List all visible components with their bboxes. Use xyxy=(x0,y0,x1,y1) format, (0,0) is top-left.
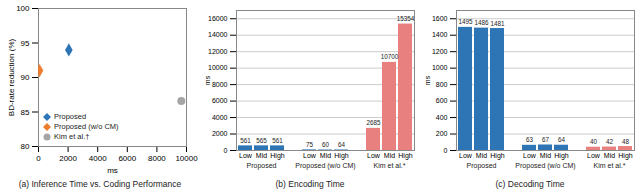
svg-text:2000: 2000 xyxy=(212,130,228,137)
svg-text:600: 600 xyxy=(436,97,448,104)
svg-text:Proposed: Proposed xyxy=(467,162,497,170)
html-text:Kim et al.†: Kim et al.† xyxy=(54,132,90,141)
svg-text:High: High xyxy=(398,152,413,160)
svg-text:High: High xyxy=(490,152,505,160)
svg-text:ms: ms xyxy=(204,75,211,85)
svg-text:1200: 1200 xyxy=(432,48,448,55)
svg-text:Kim et al.*: Kim et al.* xyxy=(374,162,406,169)
svg-text:Low: Low xyxy=(303,152,317,159)
svg-text:63: 63 xyxy=(526,136,534,143)
svg-text:80: 80 xyxy=(21,142,30,151)
svg-text:High: High xyxy=(334,152,349,160)
svg-text:6000: 6000 xyxy=(118,154,136,163)
svg-text:Mid: Mid xyxy=(604,152,615,159)
svg-text:2685: 2685 xyxy=(366,119,381,126)
svg-text:Proposed (w/o CM): Proposed (w/o CM) xyxy=(295,162,355,170)
svg-text:Mid: Mid xyxy=(256,152,267,159)
html-text:(b) Encoding Time: (b) Encoding Time xyxy=(275,179,345,189)
svg-text:15354: 15354 xyxy=(397,15,415,22)
svg-text:64: 64 xyxy=(558,136,566,143)
html-text:Proposed: Proposed xyxy=(54,112,87,121)
svg-text:8000: 8000 xyxy=(148,154,166,163)
svg-text:0: 0 xyxy=(444,147,448,154)
svg-text:8000: 8000 xyxy=(212,81,228,88)
svg-text:1486: 1486 xyxy=(474,19,489,26)
svg-text:64: 64 xyxy=(338,141,346,148)
svg-text:561: 561 xyxy=(272,137,283,144)
svg-text:4000: 4000 xyxy=(212,114,228,121)
svg-text:ms: ms xyxy=(424,75,431,85)
svg-text:42: 42 xyxy=(606,138,614,145)
svg-text:40: 40 xyxy=(590,138,598,145)
svg-text:565: 565 xyxy=(256,137,267,144)
svg-text:Low: Low xyxy=(587,152,601,159)
svg-text:800: 800 xyxy=(436,81,448,88)
svg-text:Low: Low xyxy=(459,152,473,159)
svg-text:400: 400 xyxy=(436,114,448,121)
svg-text:Kim et al.*: Kim et al.* xyxy=(594,162,626,169)
svg-text:0: 0 xyxy=(36,154,41,163)
svg-text:2000: 2000 xyxy=(59,154,77,163)
svg-text:10000: 10000 xyxy=(208,64,228,71)
svg-text:Proposed: Proposed xyxy=(247,162,277,170)
svg-text:561: 561 xyxy=(240,137,251,144)
svg-text:High: High xyxy=(554,152,569,160)
svg-text:Mid: Mid xyxy=(476,152,487,159)
html-text:Proposed (w/o CM): Proposed (w/o CM) xyxy=(54,122,119,131)
svg-text:1481: 1481 xyxy=(490,20,505,27)
svg-text:BD-rate reduction (%): BD-rate reduction (%) xyxy=(7,38,16,116)
svg-text:1600: 1600 xyxy=(432,15,448,22)
svg-text:High: High xyxy=(618,152,633,160)
svg-text:Mid: Mid xyxy=(540,152,551,159)
svg-text:4000: 4000 xyxy=(89,154,107,163)
svg-text:0: 0 xyxy=(224,147,228,154)
svg-text:6000: 6000 xyxy=(212,97,228,104)
svg-text:10700: 10700 xyxy=(381,53,399,60)
svg-text:Mid: Mid xyxy=(320,152,331,159)
svg-text:10000: 10000 xyxy=(175,154,198,163)
svg-text:12000: 12000 xyxy=(208,48,228,55)
svg-text:75: 75 xyxy=(306,141,314,148)
html-text:(a) Inference Time vs. Coding: (a) Inference Time vs. Coding Performanc… xyxy=(18,179,182,189)
svg-text:Low: Low xyxy=(523,152,537,159)
svg-text:High: High xyxy=(270,152,285,160)
svg-text:48: 48 xyxy=(622,138,630,145)
svg-text:90: 90 xyxy=(21,73,30,82)
html-text:(c) Decoding Time: (c) Decoding Time xyxy=(495,179,565,189)
svg-text:Low: Low xyxy=(239,152,253,159)
svg-text:1400: 1400 xyxy=(432,31,448,38)
svg-text:100: 100 xyxy=(16,4,30,13)
svg-text:85: 85 xyxy=(21,108,30,117)
svg-text:Proposed (w/o CM): Proposed (w/o CM) xyxy=(515,162,575,170)
svg-text:1000: 1000 xyxy=(432,64,448,71)
svg-text:Mid: Mid xyxy=(384,152,395,159)
svg-text:60: 60 xyxy=(322,141,330,148)
svg-text:Low: Low xyxy=(367,152,381,159)
svg-text:16000: 16000 xyxy=(208,15,228,22)
svg-text:67: 67 xyxy=(542,136,550,143)
svg-text:200: 200 xyxy=(436,130,448,137)
svg-text:95: 95 xyxy=(21,39,30,48)
svg-text:1495: 1495 xyxy=(458,18,473,25)
svg-text:14000: 14000 xyxy=(208,31,228,38)
svg-text:ms: ms xyxy=(107,166,118,175)
